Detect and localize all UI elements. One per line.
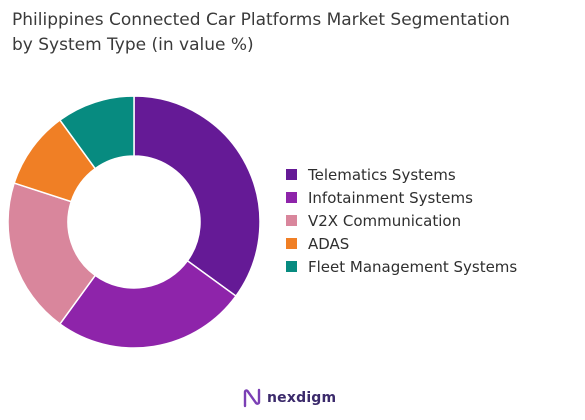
chart-title-line-1: Philippines Connected Car Platforms Mark… <box>12 10 510 30</box>
legend-swatch-telematics <box>286 169 297 180</box>
slice-fleet <box>58 95 135 170</box>
legend-swatch-v2x <box>286 215 297 226</box>
legend-label-v2x: V2X Communication <box>308 211 462 230</box>
legend-item-telematics: Telematics Systems <box>286 163 517 186</box>
chart-legend: Telematics Systems Infotainment Systems … <box>286 163 517 278</box>
legend-swatch-fleet <box>286 261 297 272</box>
legend-label-adas: ADAS <box>308 234 350 253</box>
chart-title: Philippines Connected Car Platforms Mark… <box>12 8 572 58</box>
legend-swatch-infotainment <box>286 192 297 203</box>
legend-swatch-adas <box>286 238 297 249</box>
legend-label-infotainment: Infotainment Systems <box>308 188 473 207</box>
legend-item-fleet: Fleet Management Systems <box>286 255 517 278</box>
donut-slices <box>7 95 261 349</box>
slice-infotainment <box>58 259 237 349</box>
chart-title-line-2: by System Type (in value %) <box>12 35 254 55</box>
brand-logo: nexdigm <box>243 388 336 408</box>
legend-label-telematics: Telematics Systems <box>308 165 456 184</box>
legend-item-adas: ADAS <box>286 232 517 255</box>
slice-telematics <box>133 95 261 298</box>
brand-name: nexdigm <box>267 390 337 406</box>
legend-label-fleet: Fleet Management Systems <box>308 257 518 276</box>
legend-item-v2x: V2X Communication <box>286 209 517 232</box>
nexdigm-logo-icon <box>243 388 261 408</box>
legend-item-infotainment: Infotainment Systems <box>286 186 517 209</box>
